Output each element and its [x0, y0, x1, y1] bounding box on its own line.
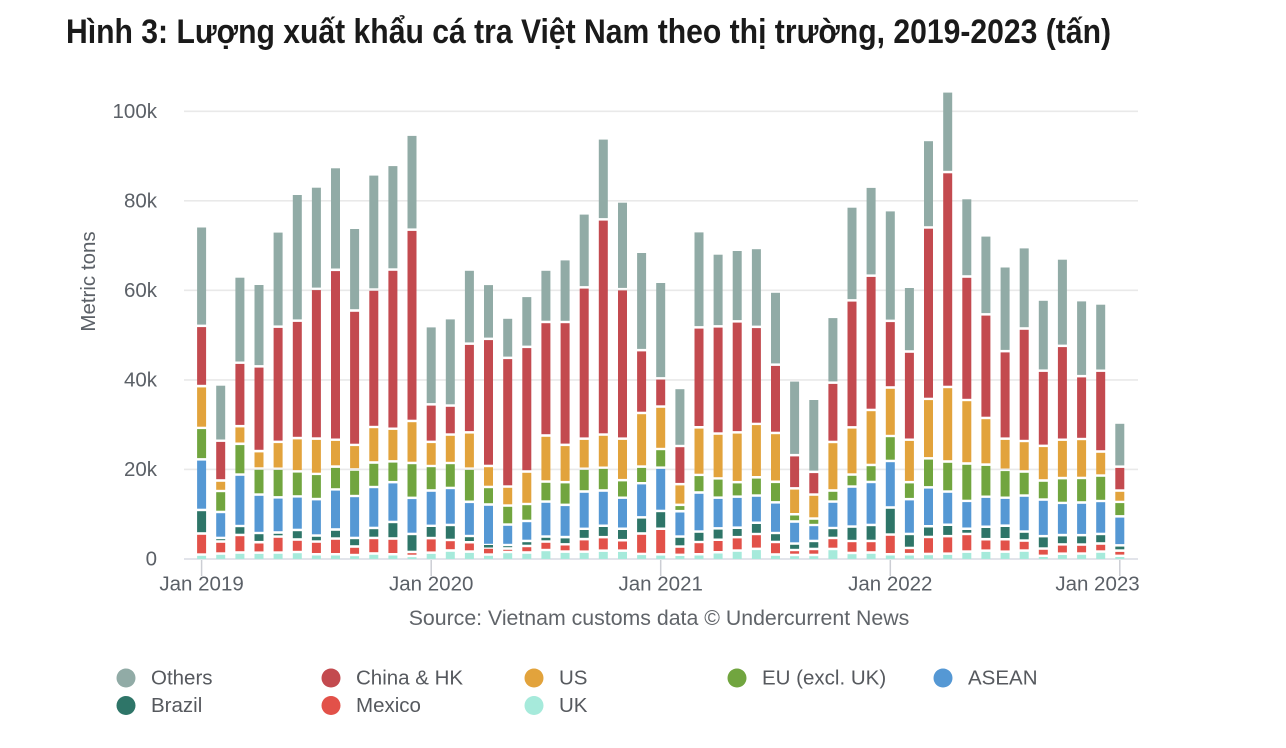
svg-text:40k: 40k: [124, 368, 158, 391]
svg-text:Jan 2023: Jan 2023: [1055, 573, 1139, 596]
svg-text:20k: 20k: [124, 458, 158, 481]
svg-text:China & HK: China & HK: [356, 667, 463, 690]
svg-text:Jan 2022: Jan 2022: [848, 573, 932, 596]
svg-text:100k: 100k: [113, 100, 158, 123]
svg-text:Mexico: Mexico: [356, 694, 421, 717]
svg-text:Jan 2021: Jan 2021: [619, 573, 703, 596]
svg-text:0: 0: [146, 548, 157, 571]
svg-text:Jan 2020: Jan 2020: [389, 573, 473, 596]
svg-text:Source: Vietnam customs data ©: Source: Vietnam customs data © Undercurr…: [409, 606, 910, 630]
svg-text:US: US: [559, 667, 587, 690]
svg-text:Metric tons: Metric tons: [77, 231, 100, 331]
svg-text:Hình 3: Lượng xuất khẩu cá tra: Hình 3: Lượng xuất khẩu cá tra Việt Nam …: [66, 13, 1111, 51]
svg-text:ASEAN: ASEAN: [968, 667, 1038, 690]
svg-text:60k: 60k: [124, 279, 158, 302]
svg-text:80k: 80k: [124, 189, 158, 212]
svg-text:UK: UK: [559, 694, 588, 717]
svg-text:Brazil: Brazil: [151, 694, 202, 717]
svg-text:Others: Others: [151, 667, 213, 690]
svg-text:EU (excl. UK): EU (excl. UK): [762, 667, 886, 690]
svg-text:Jan 2019: Jan 2019: [159, 573, 243, 596]
